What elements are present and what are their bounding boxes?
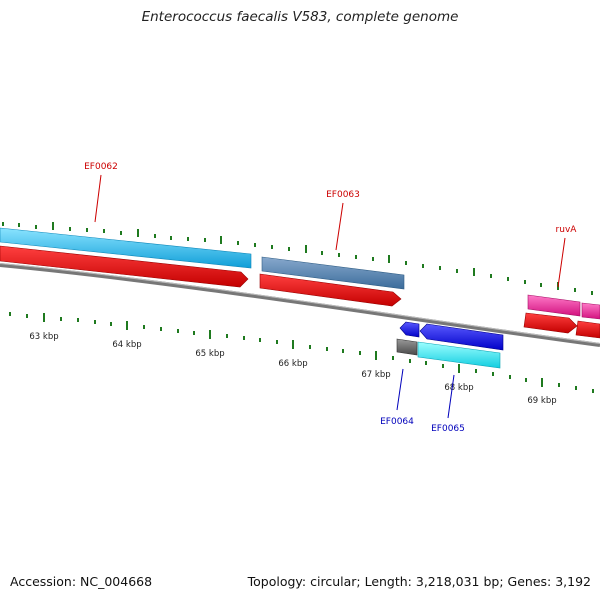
gene-label-ruva[interactable]: ruvA [556, 225, 578, 235]
gene-label-ef0064[interactable]: EF0064 [380, 417, 414, 427]
gene-label-ef0062[interactable]: EF0062 [84, 162, 118, 172]
topology-summary: Topology: circular; Length: 3,218,031 bp… [247, 574, 591, 589]
upper-tick-ruler [2, 222, 593, 295]
gene-ef0064-arrow[interactable] [399, 321, 420, 338]
genome-backbone [0, 263, 600, 347]
tick-label-68kbp: 68 kbp [444, 383, 473, 393]
gene-ef0064-feature[interactable] [396, 338, 418, 356]
gene-ruva-feature[interactable] [527, 294, 581, 317]
accession-text: Accession: NC_004668 [10, 574, 153, 589]
tick-label-67kbp: 67 kbp [361, 370, 390, 380]
gene-label-ef0065[interactable]: EF0065 [431, 424, 465, 434]
gene-ef0063-feature[interactable] [261, 256, 405, 290]
map-title: Enterococcus faecalis V583, complete gen… [141, 9, 459, 25]
gene-ef0065-arrow[interactable] [419, 323, 504, 351]
reverse-gene-labels: EF0064 EF0065 [380, 368, 465, 434]
tick-label-63kbp: 63 kbp [29, 332, 58, 342]
forward-gene-labels: EF0062 EF0063 ruvA [84, 162, 578, 288]
tick-label-66kbp: 66 kbp [278, 359, 307, 369]
gene-label-ef0063[interactable]: EF0063 [326, 190, 360, 200]
gene-ef0065-feature[interactable] [417, 341, 501, 369]
cds-forward-3[interactable] [523, 312, 578, 334]
tick-labels: 63 kbp 64 kbp 65 kbp 66 kbp 67 kbp 68 kb… [29, 332, 556, 406]
lower-tick-ruler [9, 312, 594, 393]
tick-label-69kbp: 69 kbp [527, 396, 556, 406]
cds-forward-1[interactable] [0, 245, 249, 288]
cds-forward-2[interactable] [259, 273, 402, 307]
tick-label-65kbp: 65 kbp [195, 349, 224, 359]
gene-ef0062-feature[interactable] [0, 227, 252, 269]
cds-forward-4[interactable] [575, 320, 600, 339]
tick-label-64kbp: 64 kbp [112, 340, 141, 350]
gene-ruva-neighbor-feature[interactable] [581, 302, 600, 320]
